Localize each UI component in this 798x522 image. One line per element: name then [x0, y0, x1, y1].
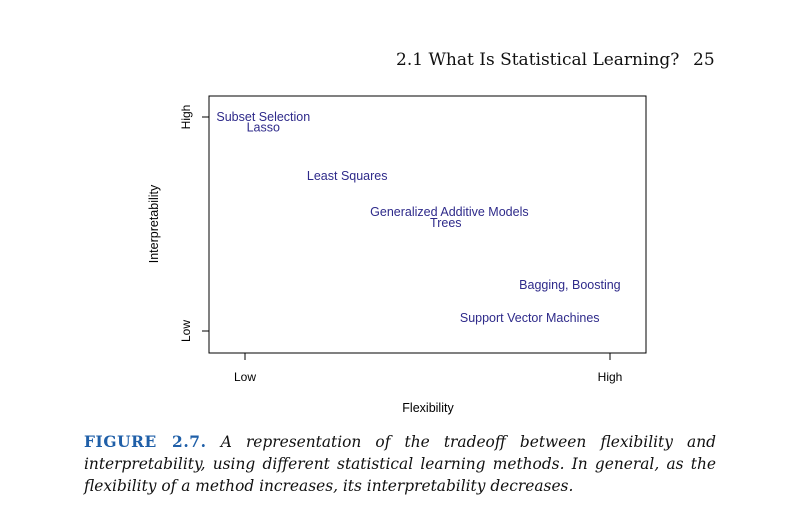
page-number: 25	[693, 50, 715, 70]
plot-frame	[208, 95, 647, 354]
caption-text: A representation of the tradeoff between…	[84, 433, 716, 495]
caption-label: FIGURE 2.7.	[84, 433, 207, 451]
method-label: Bagging, Boosting	[519, 278, 621, 292]
figure-caption: FIGURE 2.7. A representation of the trad…	[84, 431, 716, 497]
section-title: 2.1 What Is Statistical Learning?	[396, 50, 680, 70]
y-axis-label: Interpretability	[147, 184, 161, 263]
y-tick-low-label: Low	[179, 320, 193, 342]
method-label: Lasso	[247, 121, 280, 135]
x-tick-high-label: High	[598, 370, 623, 384]
method-label: Subset Selection	[216, 110, 310, 124]
method-label: Trees	[430, 216, 462, 230]
method-label: Generalized Additive Models	[370, 205, 528, 219]
method-label: Least Squares	[307, 169, 388, 183]
method-label: Support Vector Machines	[460, 311, 600, 325]
running-header: 2.1 What Is Statistical Learning? 25	[396, 50, 716, 74]
x-axis-label: Flexibility	[402, 401, 454, 415]
x-tick-low-label: Low	[234, 370, 256, 384]
y-tick-high-label: High	[179, 105, 193, 130]
